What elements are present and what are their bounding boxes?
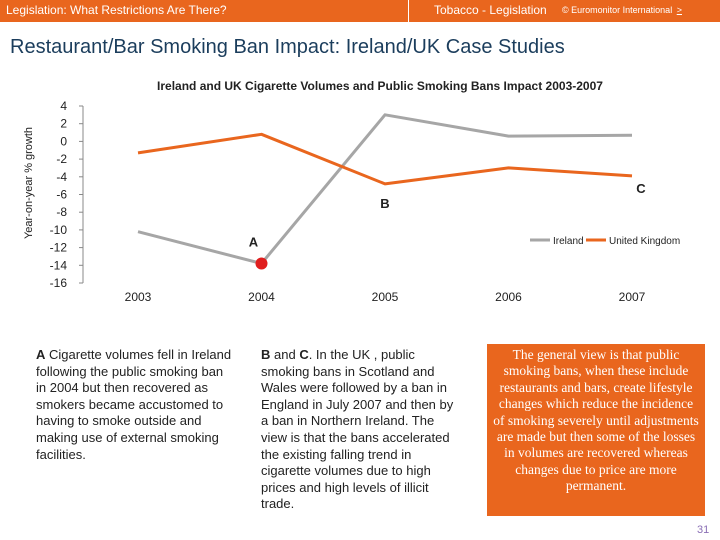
next-arrow-icon[interactable]: > bbox=[676, 5, 682, 15]
note-bc-text: . In the UK , public smoking bans in Sco… bbox=[261, 347, 454, 512]
annotation-marker-a bbox=[255, 257, 268, 270]
note-c-label: C bbox=[299, 347, 309, 362]
note-bc-and: and bbox=[270, 347, 300, 362]
y-tick-label: -10 bbox=[50, 223, 68, 237]
note-a-label: A bbox=[36, 347, 46, 362]
x-tick-label: 2004 bbox=[248, 290, 275, 304]
y-tick-label: 4 bbox=[60, 99, 67, 113]
y-tick-label: -2 bbox=[56, 152, 67, 166]
y-tick-label: -4 bbox=[56, 170, 67, 184]
y-tick-label: -8 bbox=[56, 205, 67, 219]
y-tick-label: -6 bbox=[56, 188, 67, 202]
legend-label-ireland: Ireland bbox=[553, 236, 584, 247]
y-tick-label: 2 bbox=[60, 117, 67, 131]
header-copyright-wrap: © Euromonitor International > bbox=[562, 5, 682, 15]
x-tick-label: 2006 bbox=[495, 290, 522, 304]
y-axis-label: Year-on-year % growth bbox=[23, 127, 35, 239]
x-tick-label: 2005 bbox=[372, 290, 399, 304]
series-line-ireland bbox=[137, 113, 633, 265]
y-tick-label: -12 bbox=[50, 241, 68, 255]
header-bar: Legislation: What Restrictions Are There… bbox=[0, 0, 720, 22]
annotation-label-a: A bbox=[249, 235, 259, 250]
note-b-label: B bbox=[261, 347, 271, 362]
note-a: A Cigarette volumes fell in Ireland foll… bbox=[36, 347, 236, 463]
legend-label-united-kingdom: United Kingdom bbox=[609, 236, 680, 247]
annotation-label-c: C bbox=[636, 181, 646, 196]
annotation-label-b: B bbox=[380, 196, 389, 211]
header-section: Tobacco - Legislation bbox=[434, 3, 547, 17]
y-tick-label: -14 bbox=[50, 258, 68, 272]
note-bc: B and C. In the UK , public smoking bans… bbox=[261, 347, 461, 513]
header-divider bbox=[408, 0, 409, 22]
line-chart: 4 2 0 -2 -4 -6 -8 -10 -12 -14 -16 Year-on-year % gr… bbox=[23, 99, 680, 304]
summary-box: The general view is that public smoking … bbox=[487, 344, 705, 516]
header-copyright: © Euromonitor International bbox=[562, 5, 673, 15]
chart-title: Ireland and UK Cigarette Volumes and Pub… bbox=[157, 79, 603, 93]
page-title: Restaurant/Bar Smoking Ban Impact: Irela… bbox=[10, 36, 565, 58]
note-a-text: Cigarette volumes fell in Ireland follow… bbox=[36, 347, 232, 462]
y-tick-label: 0 bbox=[60, 134, 67, 148]
header-left-title: Legislation: What Restrictions Are There… bbox=[6, 3, 227, 17]
page-number: 31 bbox=[697, 524, 710, 536]
x-tick-label: 2007 bbox=[619, 290, 646, 304]
y-tick-label: -16 bbox=[50, 276, 68, 290]
series-line-united-kingdom bbox=[137, 132, 633, 186]
x-tick-label: 2003 bbox=[125, 290, 152, 304]
